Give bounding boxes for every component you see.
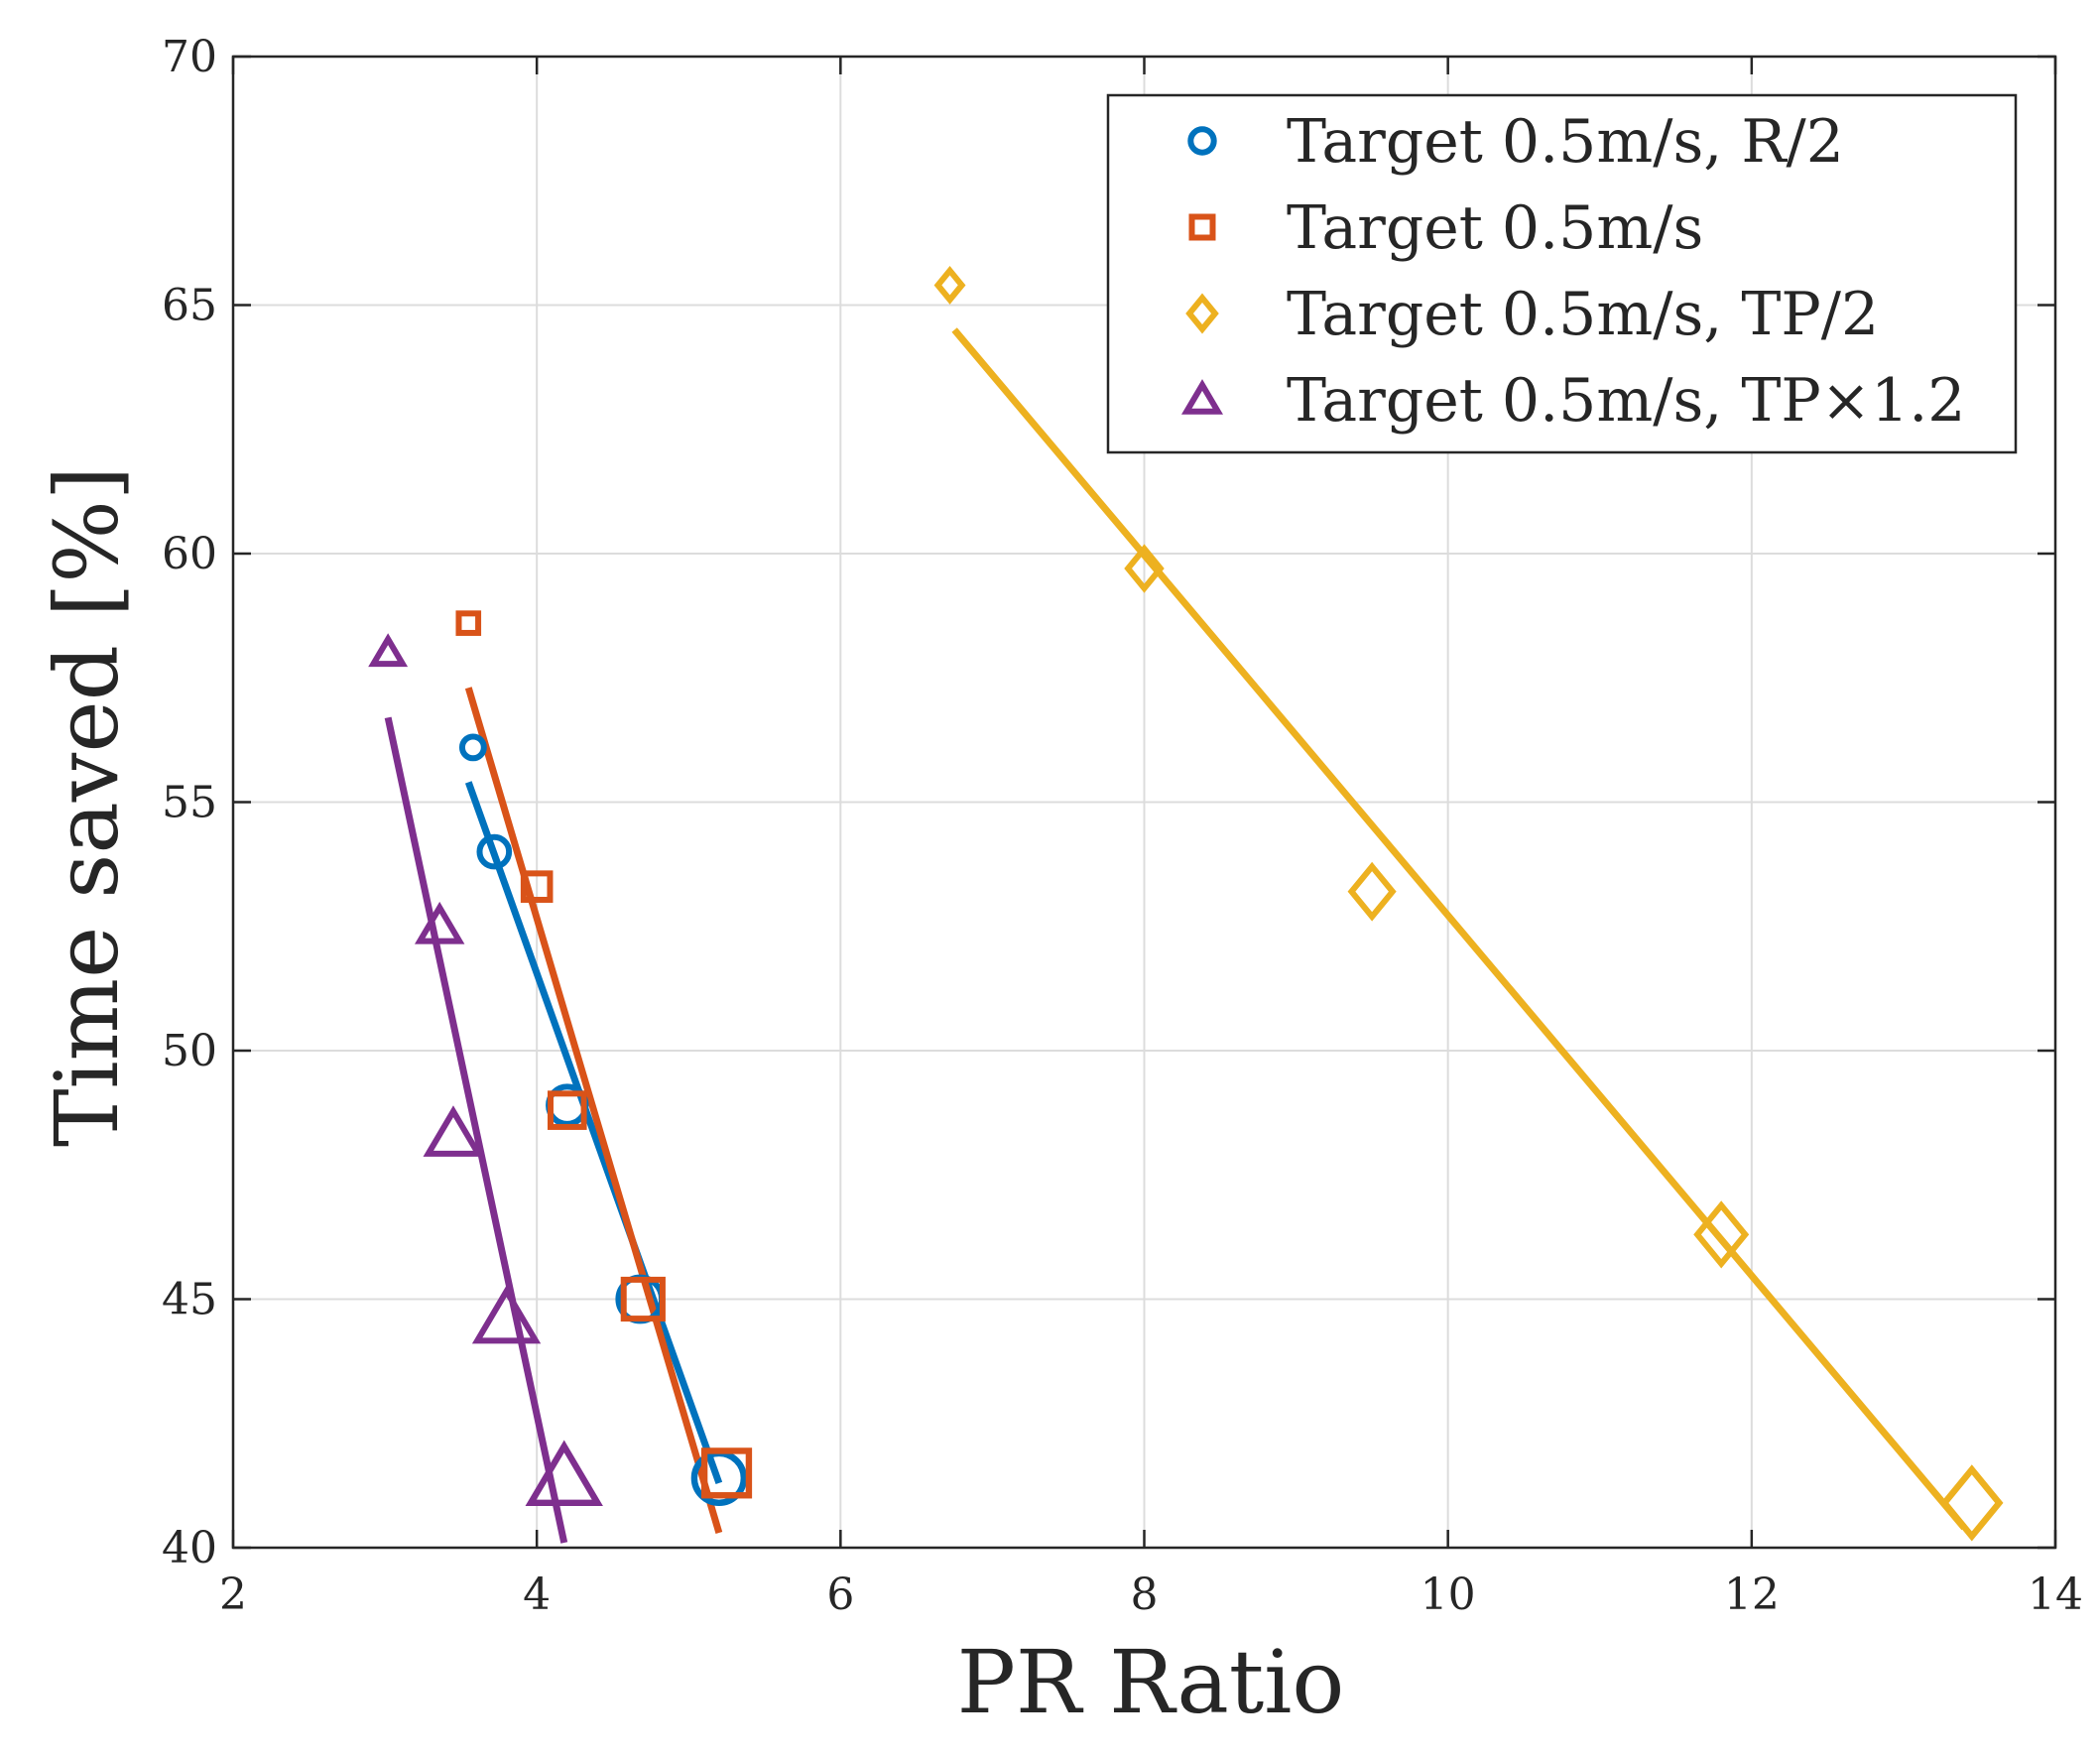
- data-point: [458, 733, 487, 762]
- fit-line: [384, 716, 568, 1544]
- fit-lines: [384, 327, 1967, 1544]
- x-tick-label: 14: [2028, 1570, 2083, 1620]
- data-point: [620, 1276, 666, 1322]
- x-tick-label: 8: [1131, 1570, 1159, 1620]
- data-point: [1940, 1464, 2004, 1542]
- legend-entry: Target 0.5m/s, R/2: [1187, 107, 1844, 177]
- y-tick-label: 40: [162, 1523, 217, 1573]
- y-tick-label: 45: [162, 1275, 217, 1325]
- series-diamond-points: [933, 266, 2004, 1542]
- legend-entry: Target 0.5m/s, TP/2: [1185, 280, 1879, 349]
- data-point: [1347, 861, 1397, 922]
- y-axis-title: Time saved [%]: [36, 466, 138, 1147]
- legend-marker: [1185, 293, 1219, 334]
- y-tick-label: 55: [162, 778, 217, 828]
- plot-frame: [231, 55, 2057, 1550]
- legend-marker: [1180, 379, 1224, 415]
- data-point: [1693, 1200, 1750, 1269]
- x-axis-title: PR Ratio: [957, 1631, 1345, 1733]
- legend-label: Target 0.5m/s, TP×1.2: [1287, 366, 1965, 436]
- axes: [231, 55, 2057, 1550]
- series-triangle-points: [368, 633, 603, 1507]
- legend-label: Target 0.5m/s, TP/2: [1287, 280, 1879, 349]
- y-tick-label: 70: [162, 32, 217, 82]
- data-point: [525, 1440, 603, 1507]
- series-square-points: [455, 610, 753, 1499]
- data-point: [471, 1285, 542, 1344]
- data-point: [368, 633, 409, 668]
- data-point: [423, 1105, 484, 1157]
- data-point: [455, 610, 482, 636]
- y-tick-label: 50: [162, 1026, 217, 1076]
- data-point: [476, 833, 513, 870]
- legend-entry: Target 0.5m/s, TP×1.2: [1180, 366, 1965, 436]
- fit-line-group: [384, 716, 568, 1544]
- fit-line: [464, 781, 723, 1485]
- x-tick-label: 6: [826, 1570, 854, 1620]
- legend-label: Target 0.5m/s, R/2: [1287, 107, 1844, 177]
- fit-line: [951, 327, 1967, 1531]
- data-point: [1124, 544, 1165, 593]
- data-point: [520, 870, 554, 903]
- legend-label: Target 0.5m/s: [1287, 193, 1703, 263]
- tick-labels: 2 4 6 8 10 12 14 40 45 50 55 60 65 70: [162, 32, 2083, 1620]
- legend-marker: [1188, 213, 1216, 241]
- data-point: [700, 1447, 753, 1499]
- fit-line-group: [951, 327, 1967, 1531]
- x-tick-label: 2: [219, 1570, 247, 1620]
- fit-line: [464, 687, 723, 1534]
- data-point: [933, 266, 966, 305]
- y-tick-label: 60: [162, 529, 217, 579]
- legend-box: [1106, 93, 2018, 454]
- legend-entry: Target 0.5m/s: [1188, 193, 1703, 263]
- data-points: [368, 266, 2004, 1542]
- x-tick-label: 12: [1724, 1570, 1780, 1620]
- legend: Target 0.5m/s, R/2 Target 0.5m/s Target 0.…: [1106, 93, 2018, 454]
- fit-line-group: [464, 687, 723, 1534]
- data-point: [414, 901, 465, 944]
- data-point: [547, 1090, 587, 1130]
- legend-marker: [1187, 126, 1217, 156]
- fit-line-group: [464, 781, 723, 1485]
- x-tick-label: 10: [1421, 1570, 1476, 1620]
- y-tick-label: 65: [162, 281, 217, 331]
- x-tick-label: 4: [523, 1570, 551, 1620]
